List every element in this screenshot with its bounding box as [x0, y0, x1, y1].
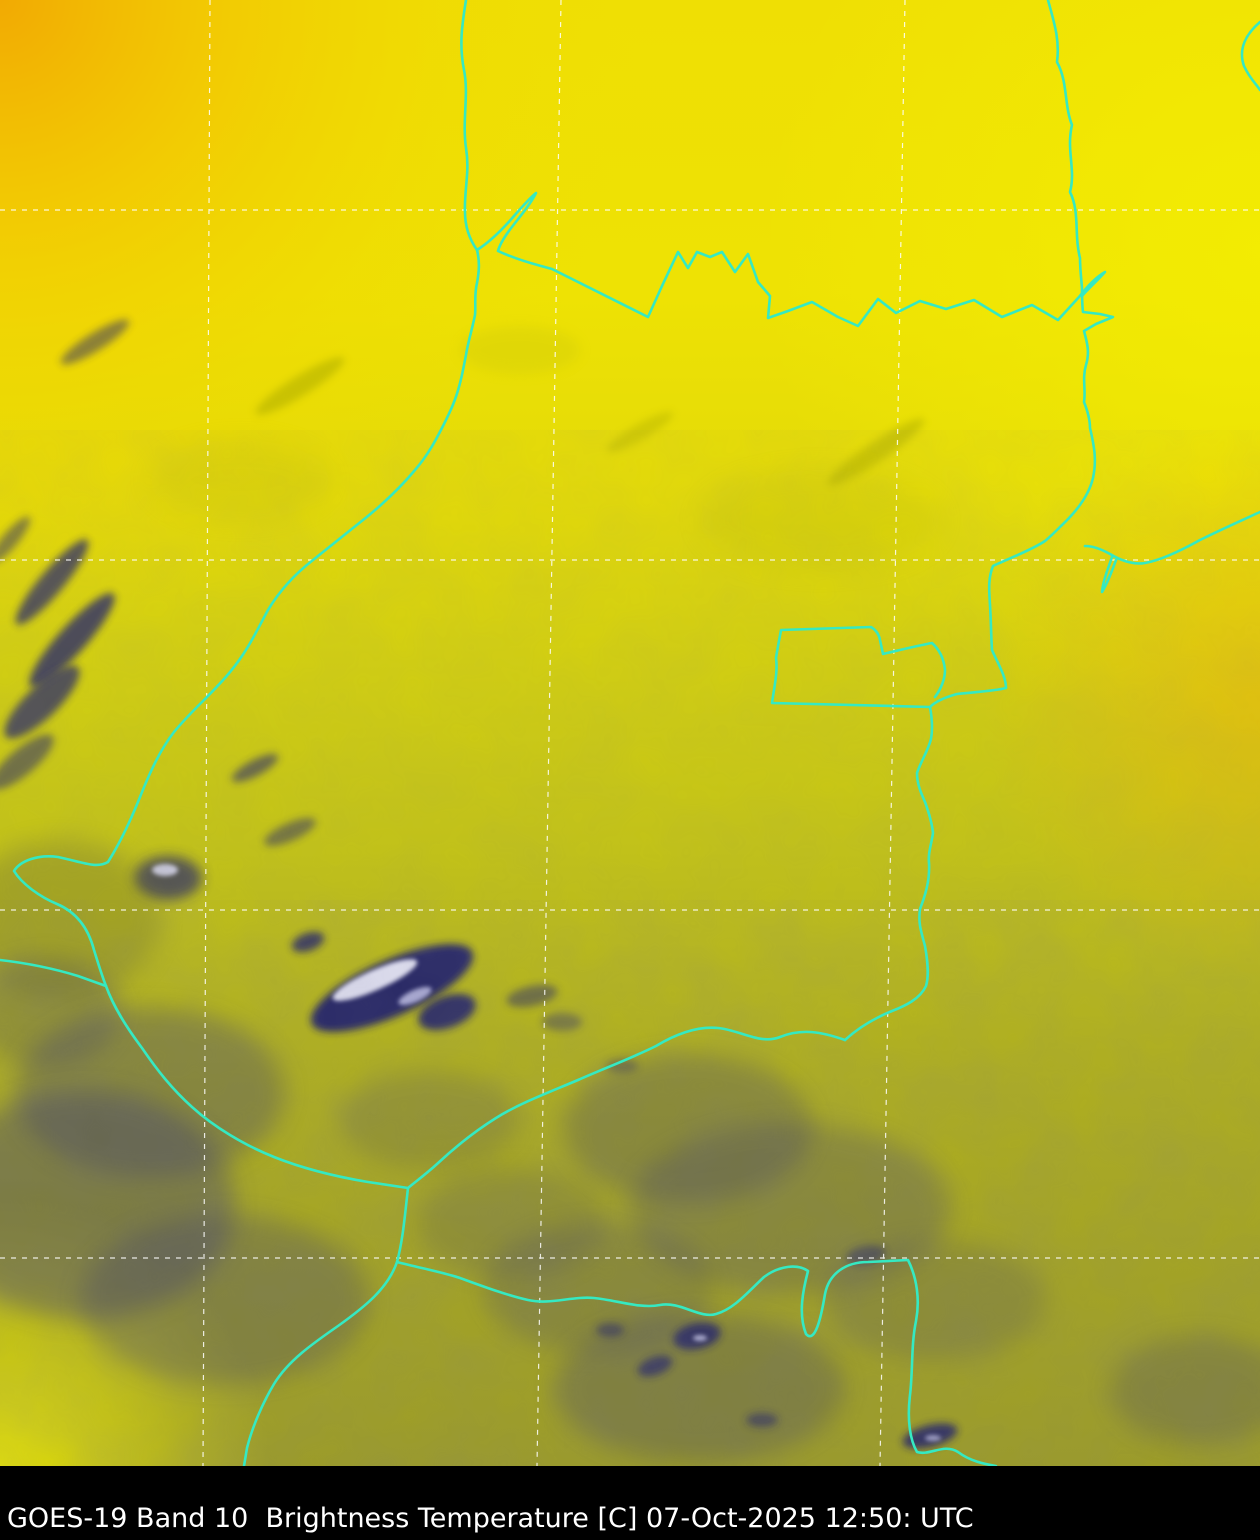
graticule-meridian: [536, 0, 562, 1467]
boundary-topright-corner: [1240, 20, 1260, 92]
boundary-rectangle-district: [770, 625, 947, 709]
satellite-map-area: [0, 0, 1260, 1468]
brightness-temperature-map: [0, 0, 1260, 1468]
graticule-meridian: [879, 0, 906, 1467]
caption-text: GOES-19 Band 10 Brightness Temperature […: [7, 1502, 974, 1534]
map-boundaries: [0, 0, 1260, 1468]
texture-mid: [0, 430, 1260, 900]
boundary-pendant: [1100, 555, 1118, 594]
boundary-south-east-branch: [395, 1258, 998, 1468]
boundary-southwest-link: [406, 1026, 847, 1190]
graticule-meridian: [202, 0, 211, 1467]
boundary-east: [843, 0, 1115, 1042]
boundary-river-north: [460, 0, 479, 252]
boundary-west-stub: [0, 958, 108, 988]
boundary-east-stub: [1083, 510, 1260, 565]
temperature-field: [0, 0, 1260, 1466]
texture-south: [0, 900, 1260, 1466]
caption-bar: GOES-19 Band 10 Brightness Temperature […: [0, 1466, 1260, 1540]
graticule: [0, 0, 1260, 1467]
boundary-hook-and-jagged-east: [475, 191, 1107, 328]
boundary-river-south-trunk: [12, 248, 481, 1468]
